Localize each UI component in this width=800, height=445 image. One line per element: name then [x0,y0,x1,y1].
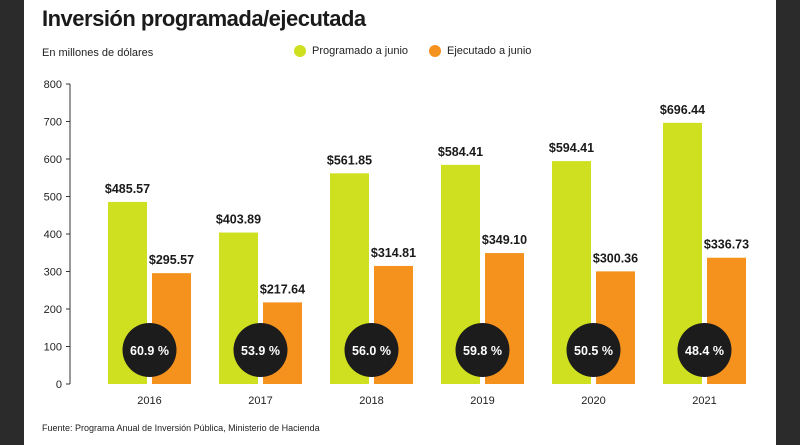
legend-programado: Programado a junio [294,45,408,57]
legend-ejecutado-swatch [429,45,441,57]
execution-pct-label: 59.8 % [463,344,502,358]
x-tick-label: 2018 [359,395,383,407]
bar-chart: 0 100 200 300 400 500 600 700 800 $485.57 $295.57 6… [44,79,749,407]
execution-pct-label: 60.9 % [130,344,169,358]
y-tick-label: 400 [44,229,62,241]
y-tick-label: 0 [56,379,62,391]
legend-ejecutado: Ejecutado a junio [429,45,531,57]
legend-programado-swatch [294,45,306,57]
data-label-ejecutado: $300.36 [593,251,638,265]
data-label-ejecutado: $217.64 [260,282,305,296]
data-label-programado: $584.41 [438,145,483,159]
chart-card: Inversión programada/ejecutada En millon… [24,0,776,445]
x-tick-label: 2016 [137,395,161,407]
y-tick-label: 700 [44,117,62,129]
execution-pct-badge [122,323,177,377]
execution-pct-label: 53.9 % [241,344,280,358]
y-tick-label: 100 [44,342,62,354]
execution-pct-badge [677,323,732,377]
data-label-ejecutado: $295.57 [149,253,194,267]
data-label-ejecutado: $336.73 [704,238,749,252]
execution-pct-badge [566,323,621,377]
y-tick-label: 600 [44,154,62,166]
y-tick-label: 200 [44,304,62,316]
data-label-programado: $403.89 [216,213,261,227]
x-tick-label: 2019 [470,395,494,407]
legend-programado-label: Programado a junio [312,45,409,57]
data-label-programado: $594.41 [549,141,594,155]
y-tick-label: 800 [44,79,62,91]
execution-pct-label: 48.4 % [685,344,724,358]
data-label-ejecutado: $314.81 [371,246,416,260]
unit-note: En millones de dólares [42,47,154,59]
y-tick-label: 300 [44,267,62,279]
x-tick-label: 2021 [692,395,716,407]
execution-pct-badge [455,323,510,377]
execution-pct-label: 56.0 % [352,344,391,358]
data-label-ejecutado: $349.10 [482,233,527,247]
execution-pct-badge [344,323,399,377]
chart-title: Inversión programada/ejecutada [42,6,366,31]
data-label-programado: $485.57 [105,182,150,196]
execution-pct-label: 50.5 % [574,344,613,358]
source-note: Fuente: Programa Anual de Inversión Públ… [42,423,320,433]
x-tick-label: 2017 [248,395,272,407]
y-tick-label: 500 [44,192,62,204]
data-label-programado: $696.44 [660,103,705,117]
x-tick-label: 2020 [581,395,605,407]
legend-ejecutado-label: Ejecutado a junio [447,45,532,57]
execution-pct-badge [233,323,288,377]
data-label-programado: $561.85 [327,153,372,167]
